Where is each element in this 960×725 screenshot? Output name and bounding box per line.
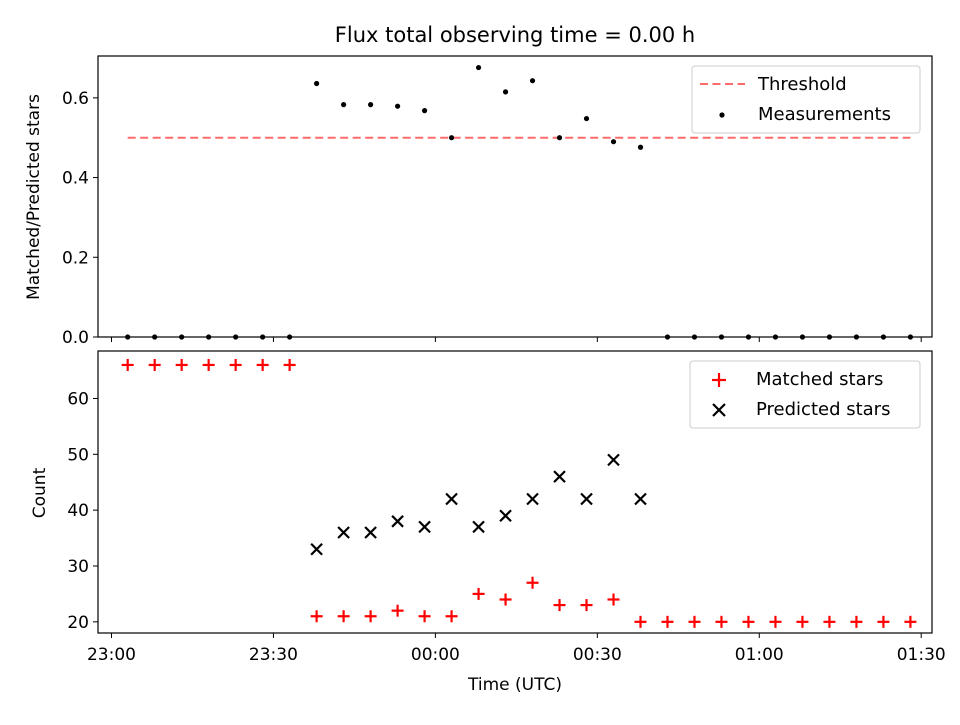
legend-predicted-swatch xyxy=(712,403,726,417)
top-y-tick-label: 0.4 xyxy=(62,169,89,189)
legend-measurements-label: Measurements xyxy=(758,104,891,125)
matched-stars-point xyxy=(121,358,134,371)
predicted-stars-point xyxy=(337,526,350,539)
matched-stars-point xyxy=(499,593,512,606)
predicted-stars-point xyxy=(445,492,458,506)
measurement-point xyxy=(341,102,347,108)
matched-stars-point xyxy=(229,358,242,371)
top-y-tick-label: 0.0 xyxy=(62,328,89,348)
predicted-stars-point xyxy=(607,453,620,467)
predicted-stars-point xyxy=(472,520,485,534)
measurement-point xyxy=(610,139,617,145)
x-tick-label: 01:00 xyxy=(735,645,784,665)
x-tick-label: 23:00 xyxy=(87,645,136,665)
matched-stars-point xyxy=(310,610,323,623)
predicted-stars-point xyxy=(526,492,539,506)
matched-stars-point xyxy=(553,599,566,612)
predicted-stars-point xyxy=(634,492,647,506)
bottom-y-tick-label: 30 xyxy=(67,557,89,577)
bottom-y-tick-label: 50 xyxy=(67,445,89,465)
matched-stars-point xyxy=(283,358,296,371)
x-tick-label: 23:30 xyxy=(249,645,298,665)
matched-stars-point xyxy=(715,615,728,628)
measurement-point xyxy=(502,89,509,95)
matched-stars-point xyxy=(472,587,485,600)
predicted-stars-point xyxy=(499,509,512,523)
bottom-legend-box xyxy=(689,360,921,429)
measurement-point xyxy=(368,102,374,108)
bottom-plot-frame xyxy=(97,350,933,634)
top-y-axis-label: Matched/Predicted stars xyxy=(24,94,44,300)
bottom-y-tick-label: 20 xyxy=(67,613,89,633)
measurement-point xyxy=(448,135,455,141)
matched-stars-point xyxy=(175,358,188,371)
predicted-stars-point xyxy=(310,542,323,556)
matched-stars-point xyxy=(742,615,755,628)
legend-matched-label: Matched stars xyxy=(756,369,883,390)
matched-stars-point xyxy=(364,610,377,623)
matched-stars-point xyxy=(337,610,350,623)
chart-title: Flux total observing time = 0.00 h xyxy=(335,23,695,47)
measurement-point xyxy=(529,78,536,84)
matched-stars-point xyxy=(796,615,809,628)
matched-stars-point xyxy=(877,615,890,628)
measurement-point xyxy=(583,115,590,122)
matched-stars-point xyxy=(580,599,593,612)
bottom-y-tick-label: 60 xyxy=(67,389,89,409)
top-plot-frame xyxy=(97,55,933,338)
measurement-point xyxy=(637,144,644,150)
matched-stars-point xyxy=(526,576,539,589)
measurement-point xyxy=(314,80,320,87)
matched-stars-point xyxy=(904,615,917,628)
matched-stars-point xyxy=(607,593,620,606)
matched-stars-point xyxy=(823,615,836,628)
predicted-stars-point xyxy=(580,492,593,506)
legend-threshold-label: Threshold xyxy=(757,74,847,95)
predicted-stars-point xyxy=(553,470,566,483)
top-panel: 0.0 0.2 0.4 0.6 Matched/Predicted stars Thr… xyxy=(24,55,933,348)
x-tick-label: 00:00 xyxy=(411,645,460,665)
matched-stars-point xyxy=(256,358,269,371)
legend-measurements-swatch xyxy=(719,112,725,118)
x-axis-label: Time (UTC) xyxy=(467,675,562,695)
matched-stars-point xyxy=(688,615,701,628)
measurement-point xyxy=(421,108,428,114)
bottom-y-axis-label: Count xyxy=(30,467,50,518)
matched-stars-point xyxy=(148,358,161,371)
top-legend: Threshold Measurements xyxy=(691,65,921,134)
matched-stars-point xyxy=(202,358,215,371)
bottom-y-tick-label: 40 xyxy=(67,501,89,521)
predicted-stars-point xyxy=(364,526,377,539)
legend-predicted-label: Predicted stars xyxy=(756,399,890,420)
measurement-point xyxy=(394,103,401,109)
bottom-legend: Matched stars Predicted stars xyxy=(689,360,921,429)
matched-stars-point xyxy=(445,610,458,623)
bottom-panel: 20 30 40 50 60 23:00 23:30 00:00 00:30 01:00 01:3… xyxy=(30,350,946,695)
top-y-tick-label: 0.6 xyxy=(62,89,89,109)
matched-stars-point xyxy=(850,615,863,628)
measurement-point xyxy=(475,64,482,71)
matched-stars-point xyxy=(418,610,431,623)
measurement-point xyxy=(556,135,563,141)
matched-stars-point xyxy=(634,615,647,628)
top-legend-box xyxy=(691,65,921,134)
matched-stars-point xyxy=(661,615,674,628)
top-y-tick-label: 0.2 xyxy=(62,248,89,268)
predicted-stars-point xyxy=(391,515,404,528)
predicted-stars-point xyxy=(418,520,431,534)
x-tick-label: 00:30 xyxy=(573,645,622,665)
matched-stars-point xyxy=(769,615,782,628)
legend-matched-swatch xyxy=(712,373,726,387)
matched-stars-point xyxy=(391,604,404,617)
x-tick-label: 01:30 xyxy=(897,645,946,665)
